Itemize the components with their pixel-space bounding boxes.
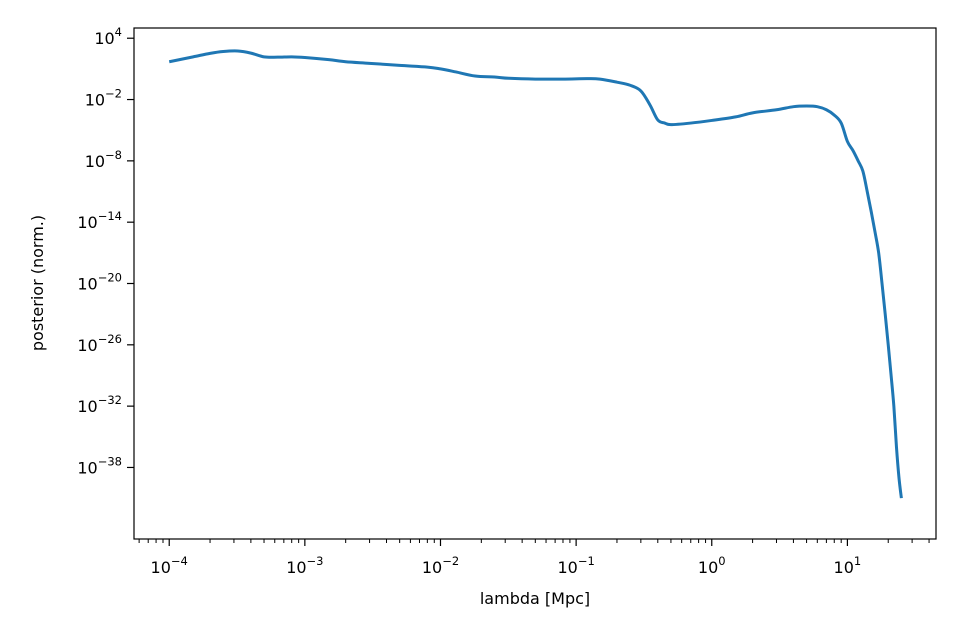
y-tick-label: 104 xyxy=(94,25,122,48)
y-axis-ticks: 104 10−2 10−8 10−14 10−20 10−26 10−32 10−38 xyxy=(77,25,134,477)
minor-ticks xyxy=(138,539,930,543)
y-tick-label: 10−38 xyxy=(77,454,122,477)
y-tick-label: 10−32 xyxy=(77,393,122,416)
y-tick-label: 10−20 xyxy=(77,271,122,294)
x-tick-label: 10−1 xyxy=(557,554,594,577)
series-line xyxy=(168,49,903,499)
x-axis-ticks: 10−4 10−3 10−2 10−1 100 101 xyxy=(151,539,862,577)
x-tick-label: 101 xyxy=(834,554,862,577)
x-tick-label: 100 xyxy=(698,554,726,577)
x-axis-label: lambda [Mpc] xyxy=(480,589,590,608)
y-tick-label: 10−14 xyxy=(77,209,122,232)
y-tick-label: 10−8 xyxy=(85,148,122,171)
x-tick-label: 10−2 xyxy=(422,554,459,577)
plot-frame xyxy=(133,27,937,540)
y-tick-label: 10−26 xyxy=(77,332,122,355)
x-tick-label: 10−4 xyxy=(151,554,188,577)
y-axis-label: posterior (norm.) xyxy=(28,215,47,351)
x-tick-label: 10−3 xyxy=(286,554,323,577)
y-tick-label: 10−2 xyxy=(85,87,122,110)
plot-area xyxy=(134,28,936,539)
